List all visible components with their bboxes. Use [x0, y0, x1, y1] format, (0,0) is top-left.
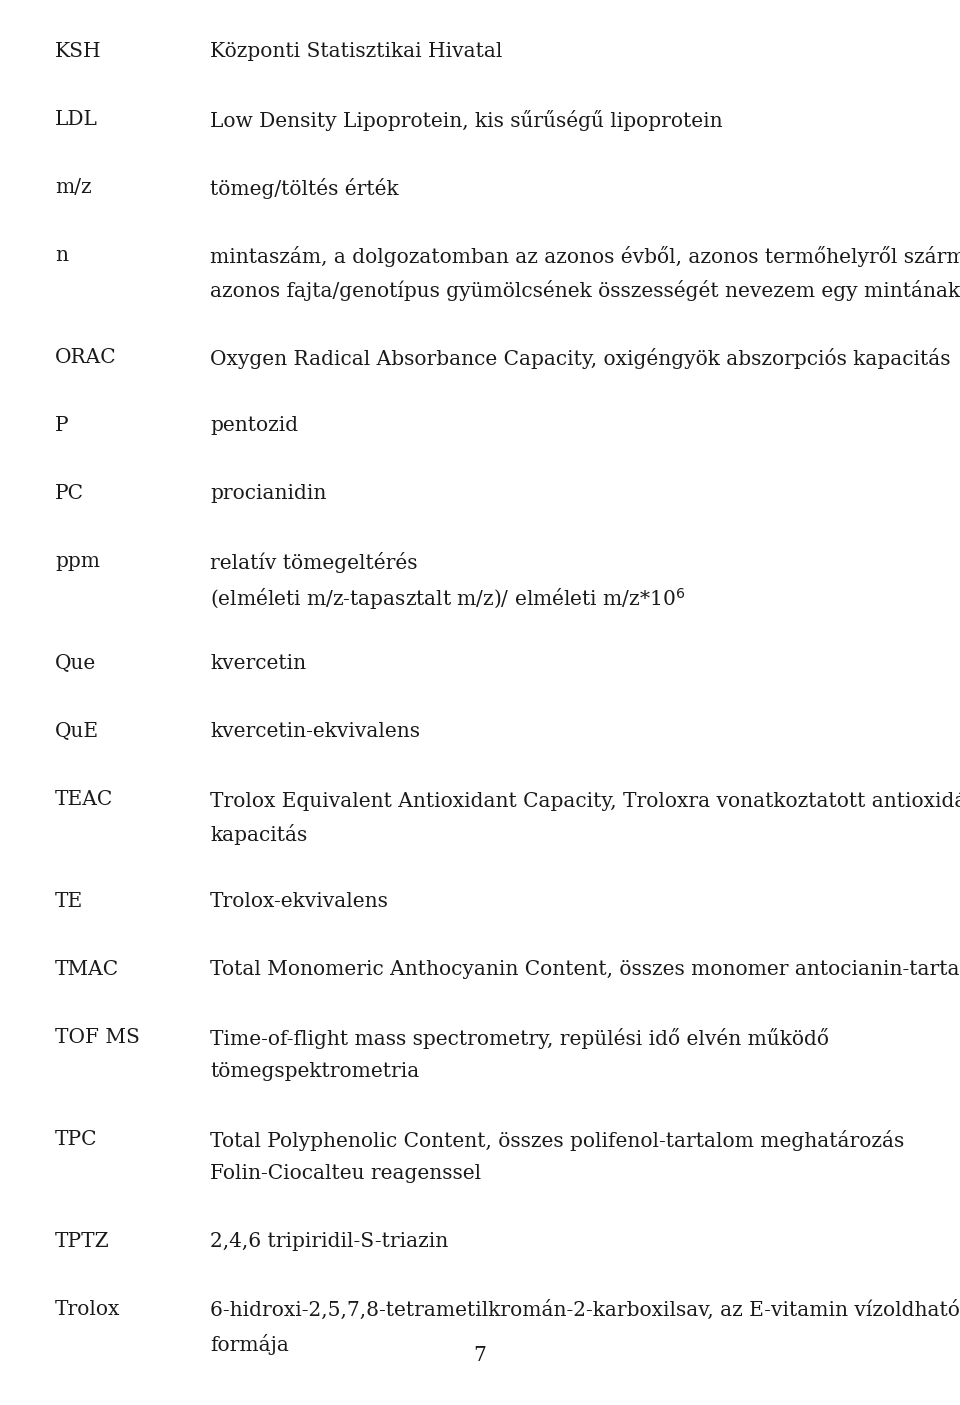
- Text: Trolox Equivalent Antioxidant Capacity, Troloxra vonatkoztatott antioxidáns: Trolox Equivalent Antioxidant Capacity, …: [210, 790, 960, 811]
- Text: Trolox: Trolox: [55, 1300, 120, 1319]
- Text: mintaszám, a dolgozatomban az azonos évből, azonos termőhelyről származó,: mintaszám, a dolgozatomban az azonos évb…: [210, 246, 960, 267]
- Text: relatív tömegeltérés: relatív tömegeltérés: [210, 552, 418, 573]
- Text: kapacitás: kapacitás: [210, 823, 307, 844]
- Text: P: P: [55, 416, 68, 436]
- Text: QuE: QuE: [55, 722, 99, 740]
- Text: TPC: TPC: [55, 1130, 98, 1149]
- Text: ppm: ppm: [55, 552, 100, 570]
- Text: (elméleti m/z-tapasztalt m/z)/ elméleti m/z*10$^{6}$: (elméleti m/z-tapasztalt m/z)/ elméleti …: [210, 586, 685, 613]
- Text: TMAC: TMAC: [55, 960, 119, 979]
- Text: formája: formája: [210, 1333, 289, 1354]
- Text: 6-hidroxi-2,5,7,8-tetrametilkromán-2-karboxilsav, az E-vitamin vízoldható: 6-hidroxi-2,5,7,8-tetrametilkromán-2-kar…: [210, 1300, 960, 1321]
- Text: Que: Que: [55, 653, 96, 673]
- Text: Trolox-ekvivalens: Trolox-ekvivalens: [210, 892, 389, 910]
- Text: Total Monomeric Anthocyanin Content, összes monomer antocianin-tartalom: Total Monomeric Anthocyanin Content, öss…: [210, 960, 960, 979]
- Text: n: n: [55, 246, 68, 266]
- Text: Low Density Lipoprotein, kis sűrűségű lipoprotein: Low Density Lipoprotein, kis sűrűségű li…: [210, 110, 723, 131]
- Text: TE: TE: [55, 892, 84, 910]
- Text: 2,4,6 tripiridil-S-triazin: 2,4,6 tripiridil-S-triazin: [210, 1232, 448, 1250]
- Text: Oxygen Radical Absorbance Capacity, oxigéngyök abszorpciós kapacitás: Oxygen Radical Absorbance Capacity, oxig…: [210, 348, 950, 370]
- Text: kvercetin: kvercetin: [210, 653, 306, 673]
- Text: pentozid: pentozid: [210, 416, 299, 436]
- Text: tömegspektrometria: tömegspektrometria: [210, 1062, 420, 1080]
- Text: Folin-Ciocalteu reagenssel: Folin-Ciocalteu reagenssel: [210, 1163, 481, 1183]
- Text: Total Polyphenolic Content, összes polifenol-tartalom meghatározás: Total Polyphenolic Content, összes polif…: [210, 1130, 904, 1151]
- Text: 7: 7: [473, 1346, 487, 1366]
- Text: kvercetin-ekvivalens: kvercetin-ekvivalens: [210, 722, 420, 740]
- Text: Time-of-flight mass spectrometry, repülési idő elvén működő: Time-of-flight mass spectrometry, repülé…: [210, 1028, 829, 1050]
- Text: LDL: LDL: [55, 110, 98, 129]
- Text: tömeg/töltés érték: tömeg/töltés érték: [210, 178, 398, 200]
- Text: TOF MS: TOF MS: [55, 1028, 140, 1047]
- Text: m/z: m/z: [55, 178, 91, 197]
- Text: TPTZ: TPTZ: [55, 1232, 109, 1250]
- Text: PC: PC: [55, 483, 84, 503]
- Text: Központi Statisztikai Hivatal: Központi Statisztikai Hivatal: [210, 42, 502, 60]
- Text: azonos fajta/genotípus gyümölcsének összességét nevezem egy mintának: azonos fajta/genotípus gyümölcsének össz…: [210, 280, 960, 301]
- Text: procianidin: procianidin: [210, 483, 326, 503]
- Text: ORAC: ORAC: [55, 348, 116, 367]
- Text: KSH: KSH: [55, 42, 102, 60]
- Text: TEAC: TEAC: [55, 790, 113, 809]
